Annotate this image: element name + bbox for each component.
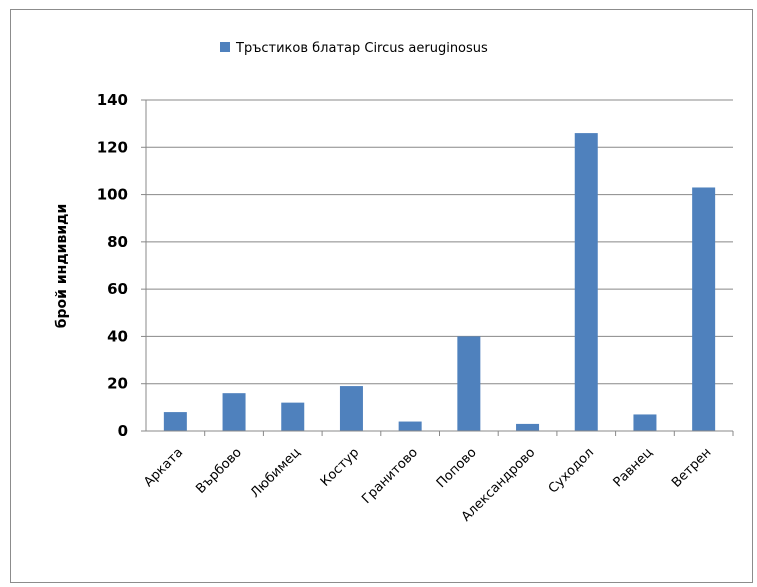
x-tick-label: Ветрен — [669, 445, 714, 490]
legend-swatch — [220, 42, 230, 52]
bar — [574, 133, 598, 431]
x-tick-label: Върбово — [193, 445, 245, 497]
x-tick-label: Любимец — [248, 445, 304, 501]
bar — [339, 386, 363, 431]
y-tick-label: 120 — [97, 138, 128, 156]
y-tick-label: 20 — [107, 375, 128, 393]
x-tick-label: Гранитово — [359, 445, 421, 507]
bar — [222, 393, 246, 431]
x-tick-label: Костур — [318, 445, 362, 489]
x-tick-label: Попово — [434, 445, 480, 491]
x-tick-label: Арката — [141, 445, 186, 490]
bar — [457, 336, 481, 431]
legend: Тръстиков блатар Circus aeruginosus — [220, 41, 488, 56]
y-tick-label: 40 — [107, 327, 128, 345]
bar — [692, 187, 716, 431]
bar — [163, 412, 187, 431]
x-tick-label: Равнец — [611, 445, 656, 490]
gridlines — [141, 99, 733, 432]
chart-frame — [10, 9, 753, 583]
bars — [163, 133, 716, 431]
y-axis-title: брой индивиди — [54, 204, 70, 328]
x-tick-label: Суходол — [546, 445, 597, 496]
y-tick-label: 100 — [97, 186, 128, 204]
bar — [516, 423, 540, 431]
y-tick-label: 60 — [107, 280, 128, 298]
bar — [281, 402, 305, 431]
y-tick-label: 80 — [107, 233, 128, 251]
y-tick-labels: 0 20 40 60 80 100 120 140 — [97, 91, 128, 440]
legend-label: Тръстиков блатар Circus aeruginosus — [235, 41, 488, 56]
y-tick-label: 140 — [97, 91, 128, 109]
bar — [633, 414, 657, 431]
y-tick-label: 0 — [118, 422, 128, 440]
bar — [398, 421, 422, 431]
